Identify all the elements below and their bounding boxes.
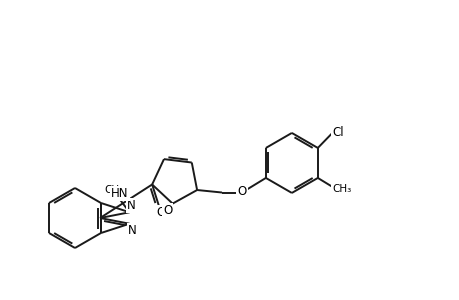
Text: N: N [127, 199, 135, 212]
Text: Cl: Cl [331, 126, 343, 139]
Text: O: O [162, 204, 172, 217]
Text: N: N [128, 224, 137, 237]
Text: CH₃: CH₃ [105, 185, 123, 195]
Text: CH₃: CH₃ [331, 184, 351, 194]
Text: O: O [156, 206, 165, 219]
Text: HN: HN [111, 187, 129, 200]
Text: O: O [237, 185, 246, 198]
